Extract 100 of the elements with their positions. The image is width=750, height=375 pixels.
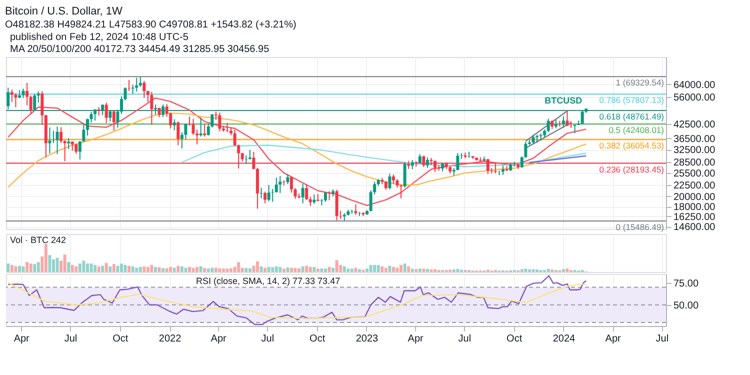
y-tick-label: 56000.00 bbox=[674, 92, 716, 104]
bar bbox=[528, 269, 531, 272]
candlestick bbox=[86, 118, 89, 136]
candlestick bbox=[248, 149, 252, 160]
ref-line-label: 0.5 (42408.01) bbox=[608, 124, 664, 135]
bar bbox=[271, 267, 274, 272]
bar bbox=[169, 266, 172, 272]
x-tick-label: Oct bbox=[506, 334, 522, 344]
bar bbox=[332, 268, 335, 272]
y-tick-label: 18000.00 bbox=[674, 202, 716, 213]
y-tick-label: 32500.00 bbox=[674, 145, 716, 156]
bar bbox=[430, 269, 433, 272]
bar bbox=[184, 268, 188, 272]
bar bbox=[222, 268, 225, 272]
bar bbox=[456, 268, 460, 272]
x-tick-label: 2022 bbox=[158, 334, 182, 344]
bar bbox=[154, 266, 157, 272]
bar bbox=[550, 269, 554, 272]
bar bbox=[373, 264, 376, 272]
y-tick-label: 20000.00 bbox=[674, 192, 716, 203]
bar bbox=[536, 269, 539, 272]
bar bbox=[33, 264, 36, 272]
candlestick bbox=[40, 90, 44, 126]
ref-line-label: 0.236 (28193.45) bbox=[599, 164, 664, 174]
bar bbox=[294, 268, 297, 272]
bar bbox=[230, 268, 233, 272]
bar bbox=[376, 264, 380, 272]
bar bbox=[384, 268, 388, 272]
x-tick-label: Jul bbox=[64, 334, 78, 344]
y-tick-label: 50.00 bbox=[674, 300, 699, 312]
bar bbox=[188, 266, 191, 272]
candlestick bbox=[566, 110, 569, 127]
candlestick bbox=[26, 82, 29, 106]
bar bbox=[124, 264, 127, 272]
bar bbox=[434, 269, 437, 272]
bar bbox=[142, 266, 146, 272]
bar bbox=[366, 268, 369, 272]
candlestick bbox=[286, 174, 290, 185]
candlestick bbox=[158, 107, 161, 118]
candlestick bbox=[260, 187, 263, 199]
bar bbox=[350, 268, 354, 272]
bar bbox=[335, 260, 338, 272]
y-tick-label: 36500.00 bbox=[674, 134, 716, 145]
bar bbox=[566, 268, 569, 272]
bar bbox=[29, 264, 32, 272]
candlestick bbox=[573, 124, 576, 134]
candlestick bbox=[267, 184, 270, 202]
bar bbox=[520, 269, 524, 272]
bar bbox=[414, 269, 418, 272]
candlestick bbox=[124, 86, 127, 101]
bar bbox=[180, 266, 184, 272]
bar bbox=[267, 266, 270, 272]
bar bbox=[158, 267, 161, 272]
bar bbox=[369, 264, 372, 272]
bar bbox=[452, 269, 456, 272]
y-tick-label: 16250.00 bbox=[674, 212, 716, 223]
line-series bbox=[8, 112, 587, 188]
candlestick bbox=[308, 196, 312, 206]
candlestick bbox=[282, 180, 286, 186]
bar bbox=[165, 268, 168, 272]
x-tick-label: Apr bbox=[605, 334, 622, 344]
candlestick bbox=[271, 188, 274, 202]
bar bbox=[44, 244, 48, 272]
x-tick-label: Apr bbox=[408, 334, 424, 344]
bar bbox=[305, 266, 308, 272]
bar bbox=[97, 266, 100, 272]
bar bbox=[206, 268, 210, 272]
candlestick bbox=[199, 116, 202, 138]
bar bbox=[342, 266, 346, 272]
bar bbox=[67, 262, 70, 272]
ref-line-label: 0.382 (36054.53) bbox=[599, 140, 664, 151]
candlestick bbox=[97, 106, 100, 116]
annotation: RSI (close, SMA, 14, 2) 77.33 73.47 bbox=[196, 276, 340, 286]
candlestick bbox=[562, 116, 565, 128]
bar bbox=[308, 266, 312, 272]
candlestick bbox=[426, 156, 429, 168]
bar bbox=[274, 266, 278, 272]
bar bbox=[56, 258, 59, 272]
ref-line-label: 0.618 (48761.49) bbox=[599, 112, 664, 122]
candlestick bbox=[218, 112, 222, 132]
bar bbox=[22, 266, 25, 272]
candlestick bbox=[112, 110, 116, 132]
bar bbox=[6, 264, 10, 272]
candlestick bbox=[82, 123, 86, 142]
bar bbox=[146, 266, 150, 272]
bar bbox=[36, 262, 40, 272]
bar bbox=[128, 266, 131, 272]
bar bbox=[546, 268, 550, 272]
candlestick bbox=[188, 116, 191, 126]
candlestick bbox=[128, 79, 131, 92]
bar bbox=[380, 266, 384, 272]
bar bbox=[320, 268, 324, 272]
candlestick bbox=[418, 154, 422, 164]
candlestick bbox=[78, 140, 82, 160]
bar bbox=[94, 264, 97, 272]
bar bbox=[120, 264, 123, 272]
ref-line-label: 1 (69329.54) bbox=[616, 78, 664, 88]
bar bbox=[324, 268, 327, 272]
annotation: Vol · BTC 242 bbox=[10, 235, 66, 245]
bar bbox=[244, 268, 248, 272]
